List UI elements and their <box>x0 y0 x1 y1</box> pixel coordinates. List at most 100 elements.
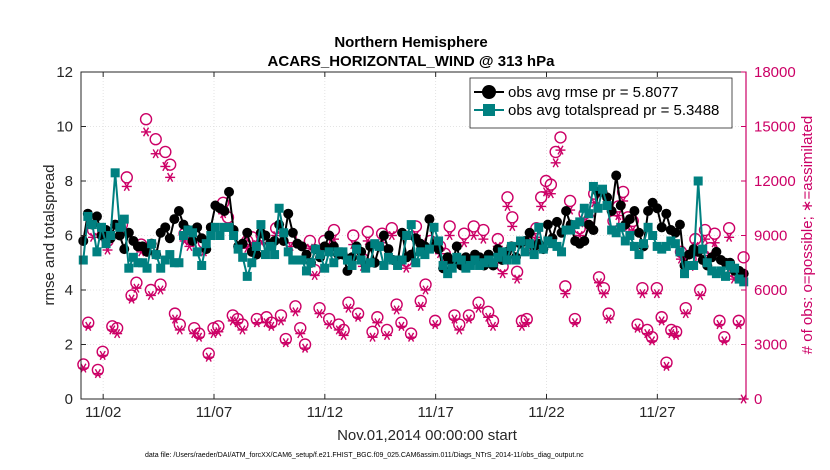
rmse-point <box>633 227 644 238</box>
obs-assimilated-point <box>290 307 301 317</box>
spread-point <box>588 181 598 191</box>
rmse-point <box>551 216 562 227</box>
spread-point <box>78 255 88 265</box>
obs-possible-point <box>419 278 432 291</box>
spread-point <box>356 255 366 265</box>
obs-assimilated-point <box>237 325 248 335</box>
spread-point <box>315 250 325 260</box>
obs-possible-point <box>477 223 490 237</box>
rmse-point <box>219 205 230 216</box>
spread-point <box>96 222 106 232</box>
spread-point <box>87 220 97 230</box>
obs-assimilated-point <box>536 201 547 212</box>
y2-tick-label: 15000 <box>754 119 796 136</box>
rmse-point <box>674 219 685 230</box>
rmse-point <box>542 219 553 230</box>
obs-assimilated-point <box>459 238 470 248</box>
obs-assimilated-point <box>719 336 730 346</box>
spread-point <box>538 244 548 254</box>
obs-possible-point <box>159 145 172 159</box>
spread-point <box>543 236 553 246</box>
spread-point <box>447 263 457 273</box>
obs-possible-point <box>366 325 379 338</box>
obs-possible-point <box>501 191 514 204</box>
spread-point <box>438 260 448 270</box>
spread-point <box>557 247 567 257</box>
rmse-point <box>173 205 184 216</box>
obs-assimilated-point <box>468 230 479 241</box>
spread-point <box>393 260 403 270</box>
spread-point <box>730 263 740 273</box>
obs-possible-point <box>298 338 312 351</box>
spread-point <box>411 258 421 268</box>
spread-point <box>160 255 170 265</box>
spread-point <box>156 263 166 273</box>
spread-point <box>128 252 138 262</box>
obs-possible-point <box>544 178 558 191</box>
spread-point <box>698 244 708 254</box>
spread-point <box>465 260 475 270</box>
obs-possible-point <box>506 211 519 224</box>
spread-point <box>434 236 444 246</box>
obs-assimilated-point <box>391 305 402 315</box>
obs-assimilated-point <box>488 321 499 332</box>
y-tick-label: 10 <box>56 119 73 136</box>
obs-assimilated-point <box>555 145 566 155</box>
obs-assimilated-point <box>78 363 89 373</box>
spread-point <box>484 255 494 265</box>
obs-assimilated-point <box>372 318 383 328</box>
spread-point <box>183 225 193 235</box>
spread-point <box>643 222 653 232</box>
obs-possible-point <box>294 321 307 335</box>
x-tick-label: 11/02 <box>85 404 121 421</box>
spread-point <box>324 247 334 257</box>
spread-point <box>333 247 343 257</box>
obs-assimilated-point <box>275 316 286 326</box>
spread-point <box>666 236 676 246</box>
legend-rmse-label: obs avg rmse pr = 5.8077 <box>508 84 679 101</box>
spread-point <box>684 260 694 270</box>
obs-assimilated-point <box>478 234 489 244</box>
obs-assimilated-point <box>112 328 123 339</box>
rmse-point <box>629 205 640 216</box>
obs-possible-point <box>718 331 731 344</box>
obs-assimilated-point <box>83 321 94 332</box>
spread-point <box>106 231 116 240</box>
obs-possible-point <box>96 345 109 358</box>
obs-assimilated-point <box>165 172 176 183</box>
spread-point <box>147 239 157 249</box>
obs-possible-point <box>361 225 374 239</box>
obs-possible-point <box>342 296 355 309</box>
obs-assimilated-point <box>695 290 706 301</box>
spread-point <box>283 247 293 257</box>
obs-possible-point <box>202 347 215 360</box>
obs-assimilated-point <box>169 314 180 324</box>
obs-possible-point <box>120 171 133 184</box>
obs-possible-point <box>91 363 105 377</box>
obs-assimilated-point <box>569 318 580 328</box>
spread-point <box>92 247 102 257</box>
spread-point <box>511 255 521 265</box>
rmse-point <box>383 244 394 255</box>
y2-axis-label: # of obs: o=possible; ∗=assimilated <box>799 116 816 355</box>
legend-rmse-marker <box>482 85 496 99</box>
spread-point <box>598 184 608 194</box>
spread-point <box>475 260 485 270</box>
obs-possible-point <box>149 133 162 146</box>
obs-possible-point <box>510 265 524 279</box>
spread-point <box>101 239 111 249</box>
spread-point <box>711 269 721 279</box>
spread-point <box>229 231 239 240</box>
spread-point <box>721 271 731 281</box>
obs-assimilated-point <box>642 328 653 339</box>
y2-tick-label: 12000 <box>754 173 796 190</box>
spread-point <box>420 250 430 260</box>
spread-point <box>279 228 289 238</box>
spread-point <box>256 220 266 230</box>
spread-point <box>657 244 667 254</box>
spread-point <box>520 247 530 257</box>
rmse-point <box>164 233 175 244</box>
spread-point <box>142 263 152 273</box>
spread-point <box>534 222 544 232</box>
